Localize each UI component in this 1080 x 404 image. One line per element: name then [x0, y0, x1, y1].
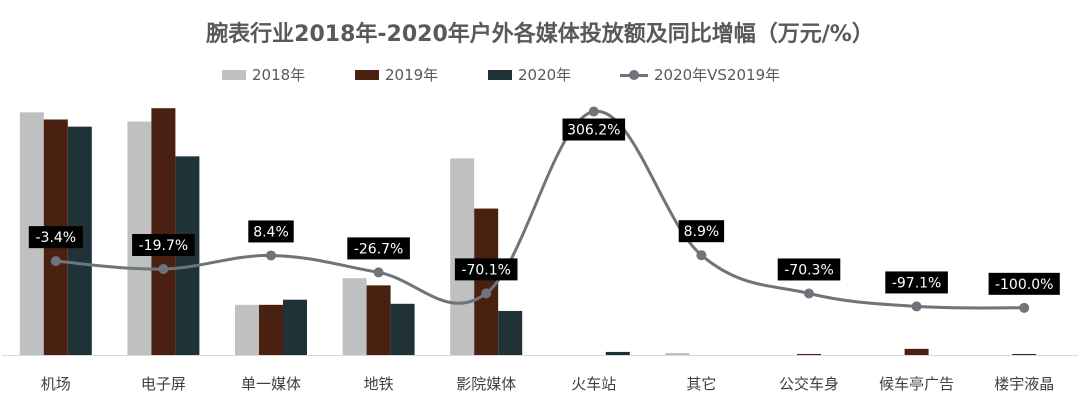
- bar-2019年-候车亭广告: [904, 348, 929, 355]
- legend-label-2018: 2018年: [252, 66, 306, 84]
- yoy-label-box-机场: [28, 226, 83, 249]
- yoy-point-楼宇液晶: [1019, 302, 1030, 313]
- yoy-line: [55, 109, 1025, 310]
- yoy-label-box-电子屏: [132, 234, 195, 257]
- yoy-point-候车亭广告: [911, 301, 922, 312]
- yoy-label-box-影院媒体: [454, 258, 518, 281]
- legend-swatch-2018: [222, 69, 246, 80]
- bar-2018年-其它: [665, 352, 690, 355]
- yoy-label-电子屏: -19.7%: [139, 238, 189, 254]
- yoy-point-影院媒体: [481, 288, 492, 299]
- yoy-point-电子屏: [158, 264, 169, 275]
- yoy-label-候车亭广告: -97.1%: [892, 275, 942, 291]
- yoy-label-公交车身: -70.3%: [784, 262, 834, 278]
- yoy-label-单一媒体: 8.4%: [253, 224, 289, 240]
- yoy-label-影院媒体: -70.1%: [461, 262, 511, 278]
- legend-item-2019: 2019年: [355, 64, 438, 85]
- bar-2020年-影院媒体: [498, 310, 523, 355]
- legend-label-2019: 2019年: [385, 66, 439, 84]
- x-tick-label-地铁: 地铁: [364, 375, 394, 393]
- x-tick-label-其它: 其它: [686, 375, 716, 393]
- yoy-label-box-单一媒体: [248, 220, 294, 243]
- x-tick-label-火车站: 火车站: [571, 375, 616, 393]
- yoy-label-地铁: -26.7%: [354, 241, 404, 257]
- legend-label-yoy: 2020年VS2019年: [654, 66, 781, 84]
- bar-2018年-地铁: [342, 278, 367, 355]
- yoy-label-box-火车站: [562, 118, 626, 141]
- yoy-label-box-地铁: [347, 237, 410, 260]
- chart-legend: 2018年 2019年 2020年 2020年VS2019年: [0, 64, 1080, 88]
- legend-item-yoy: 2020年VS2019年: [620, 64, 780, 85]
- yoy-label-box-公交车身: [777, 258, 841, 281]
- bar-2020年-火车站: [605, 351, 630, 355]
- bar-2019年-电子屏: [151, 108, 176, 355]
- yoy-point-公交车身: [804, 288, 814, 299]
- bar-2019年-楼宇液晶: [1012, 353, 1037, 355]
- yoy-label-其它: 8.9%: [684, 224, 720, 240]
- bar-2019年-公交车身: [797, 353, 821, 355]
- yoy-point-其它: [696, 250, 707, 261]
- yoy-label-火车站: 306.2%: [567, 123, 620, 139]
- legend-line-swatch: [620, 69, 648, 80]
- bar-2019年-影院媒体: [474, 208, 499, 355]
- legend-item-2020: 2020年: [488, 64, 571, 85]
- legend-label-2020: 2020年: [518, 66, 572, 84]
- chart-title: 腕表行业2018年-2020年户外各媒体投放额及同比增幅（万元/%）: [206, 22, 874, 47]
- x-tick-label-机场: 机场: [41, 375, 71, 393]
- legend-item-2018: 2018年: [222, 64, 305, 85]
- x-tick-label-候车亭广告: 候车亭广告: [879, 375, 954, 393]
- x-tick-label-单一媒体: 单一媒体: [241, 375, 301, 393]
- x-tick-label-公交车身: 公交车身: [779, 375, 839, 393]
- x-tick-label-影院媒体: 影院媒体: [456, 375, 516, 393]
- bar-2020年-单一媒体: [283, 299, 307, 355]
- bar-2018年-单一媒体: [235, 304, 259, 355]
- bar-2020年-地铁: [390, 303, 415, 355]
- legend-swatch-2020: [488, 69, 512, 80]
- yoy-label-box-候车亭广告: [885, 271, 948, 294]
- legend-swatch-2019: [355, 69, 379, 80]
- bar-2019年-单一媒体: [259, 304, 283, 355]
- yoy-point-地铁: [373, 267, 384, 278]
- x-tick-label-楼宇液晶: 楼宇液晶: [994, 375, 1054, 393]
- yoy-label-楼宇液晶: -100.0%: [995, 277, 1053, 293]
- yoy-label-box-楼宇液晶: [988, 272, 1060, 295]
- yoy-label-机场: -3.4%: [35, 230, 76, 246]
- yoy-point-机场: [50, 256, 61, 267]
- yoy-label-box-其它: [678, 220, 725, 243]
- yoy-point-单一媒体: [266, 250, 276, 261]
- bar-2019年-地铁: [366, 285, 391, 355]
- bar-2018年-影院媒体: [450, 158, 475, 355]
- yoy-point-火车站: [588, 106, 599, 117]
- x-tick-label-电子屏: 电子屏: [141, 375, 186, 393]
